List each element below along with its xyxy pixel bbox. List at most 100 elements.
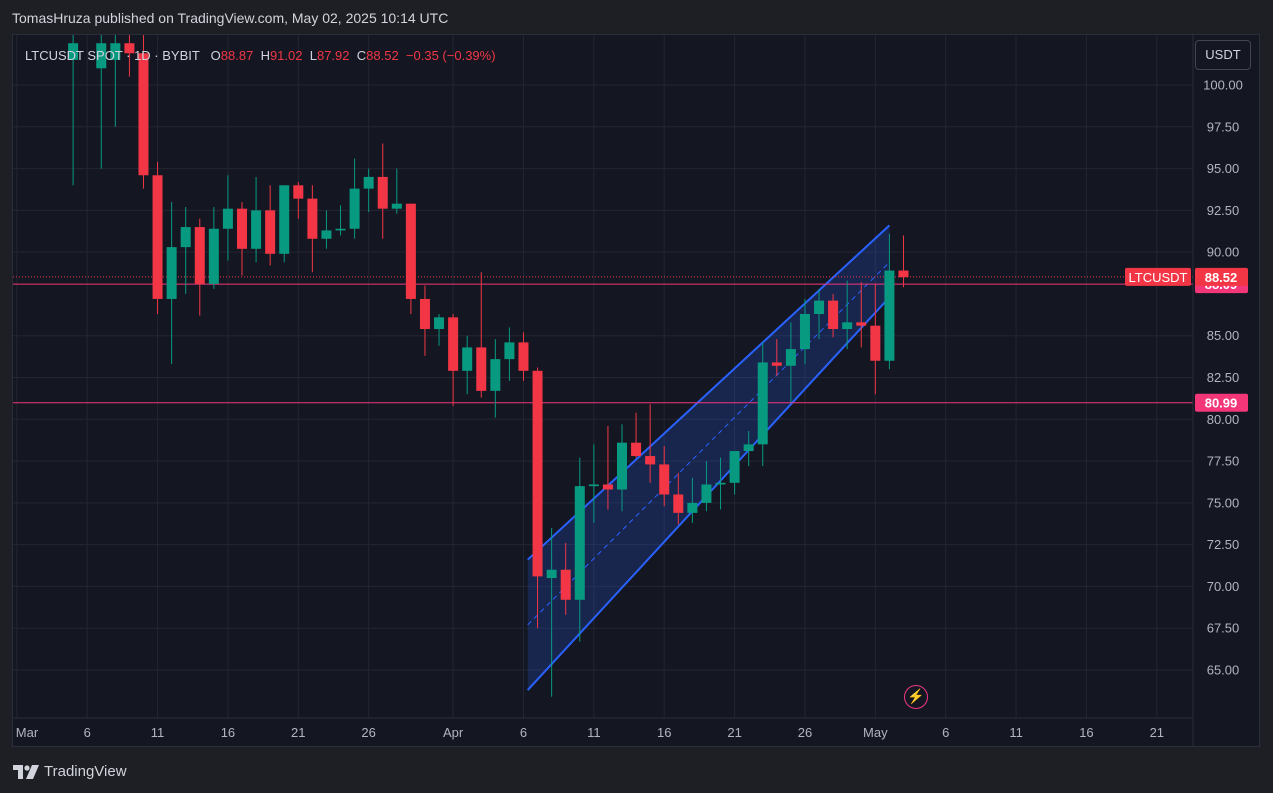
candle [391,168,402,214]
price-tick-label: 75.00 [1207,495,1240,510]
candle [856,282,867,348]
candle-body [279,185,290,254]
parallel-channel [526,224,891,691]
price-tick-label: 72.50 [1207,537,1240,552]
horizontal-line-price-tag [1195,393,1248,412]
candle [124,35,135,77]
candle [349,158,360,239]
tradingview-logo[interactable]: TradingView [13,763,127,780]
legend-low-label: L [309,48,317,63]
candle [842,280,853,350]
price-tick-label: 85.00 [1207,328,1240,343]
symbol-legend: LTCUSDT SPOT · 1D · BYBIT O88.87 H91.02 … [25,48,496,63]
candle-body [729,451,740,483]
candle-body [208,228,219,284]
legend-high: 91.02 [269,48,303,63]
candle [208,207,219,289]
candle [110,35,121,127]
candle-body [391,203,402,209]
candle-body [307,198,318,239]
legend-symbol[interactable]: LTCUSDT SPOT · 1D · BYBIT [25,48,200,63]
price-tick-label: 90.00 [1207,245,1240,260]
time-tick-label: 21 [291,725,305,740]
chart-panel[interactable]: 100.00 97.50 95.00 92.50 90.00 85.00 82.50 80.0… [12,34,1260,747]
candle-body [222,208,233,229]
candle [335,205,346,236]
candle [166,202,177,365]
tradingview-logo-icon [13,764,39,779]
candle [504,327,515,381]
candle [434,313,445,346]
candle-body [687,502,698,513]
candle-body [237,208,247,249]
candle-body [814,300,825,314]
candle [574,457,585,642]
time-tick-label: 21 [727,725,741,740]
candle-body [124,43,135,54]
price-tick-label: 95.00 [1207,161,1240,176]
candle-body [518,342,529,371]
candle-body [757,362,768,445]
candle [645,404,656,483]
candle [673,472,684,525]
time-tick-label: 26 [361,725,375,740]
candle [462,335,473,395]
candle-body [476,347,487,391]
candle-body [645,456,656,465]
legend-change: −0.35 (−0.39%) [405,48,496,63]
candle [96,35,107,169]
legend-open-label: O [210,48,221,63]
candle-body [194,227,205,284]
candle [701,461,712,512]
candle-body [377,176,388,209]
tradingview-brand-text: TradingView [44,763,127,780]
candle [307,185,318,273]
price-chart[interactable]: 100.00 97.50 95.00 92.50 90.00 85.00 82.50 80.0… [13,35,1259,746]
price-tick-label: 67.50 [1207,621,1240,636]
price-tick-label: 65.00 [1207,663,1240,678]
candle [546,527,557,697]
price-tick-label: 77.50 [1207,454,1240,469]
candle-body [602,484,613,490]
published-caption: TomasHruza published on TradingView.com,… [12,10,449,26]
candle [532,367,543,629]
price-tick-label: 97.50 [1207,119,1240,134]
candle-body [673,494,684,513]
time-tick-label: 16 [657,725,671,740]
bottom-bar: TradingView [0,747,1273,793]
candle-body [321,230,332,239]
time-axis: Mar 6 11 16 21 26 Apr 6 11 16 21 26 May 6 11 16 21 [13,717,1193,740]
candle [419,285,430,356]
candle-body [251,210,262,249]
candle-body [504,342,515,360]
candle-body [448,317,459,371]
candle [898,235,909,288]
legend-high-label: H [260,48,270,63]
candle [814,288,825,340]
legend-close-label: C [356,48,367,63]
candle [870,283,881,395]
last-price-tag [1195,267,1248,286]
candle [251,176,262,263]
candle-body [856,322,867,326]
candle [715,457,726,510]
candle-body [419,298,430,330]
candle [771,339,782,376]
candle-body [659,464,670,495]
time-tick-label: Mar [16,725,39,740]
candle-body [363,176,374,189]
candle [588,444,599,523]
lightning-icon[interactable]: ⚡ [904,685,928,709]
candle-body [884,270,895,361]
candle [518,332,529,381]
candle [757,342,768,467]
candle-body [96,43,107,69]
candle-body [434,317,445,330]
candle-body [870,325,881,361]
candle [180,207,191,294]
candle [785,322,796,403]
candle-body [898,270,909,278]
symbol-tag [1125,267,1191,286]
candle [729,451,740,495]
currency-button[interactable]: USDT [1195,40,1251,70]
